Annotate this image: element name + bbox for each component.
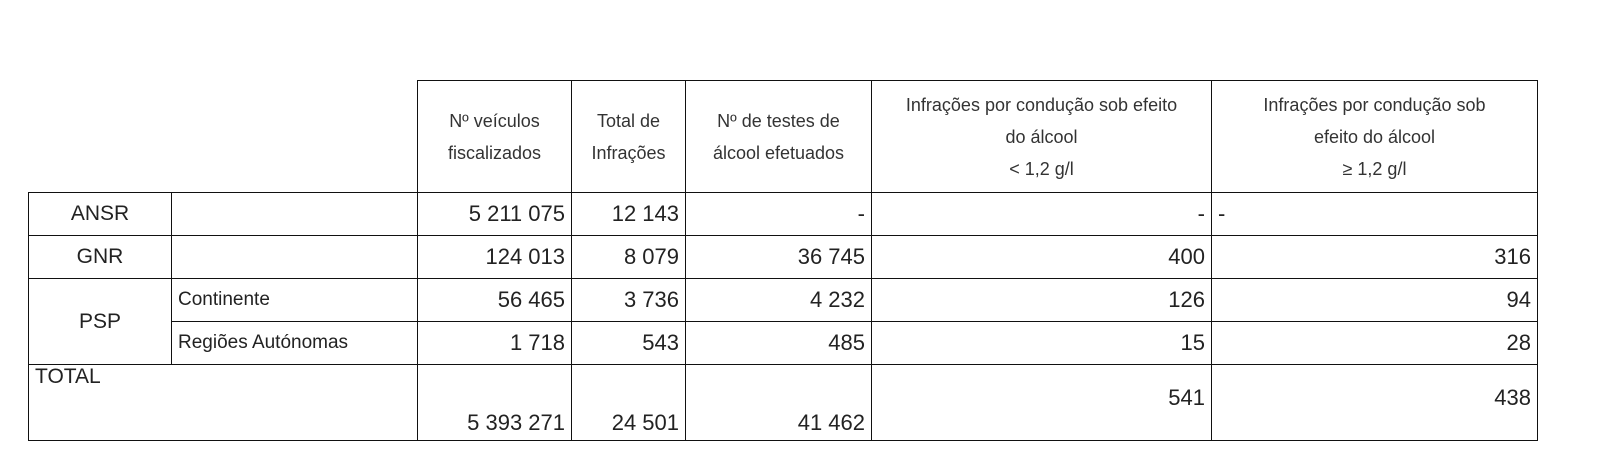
header-vehicles-line-1: Nº veículos [449, 110, 540, 131]
header-alcohol-low-line-3: < 1,2 g/l [1009, 158, 1074, 179]
table-row-total: TOTAL 5 393 271 24 501 41 462 541 438 [28, 364, 1538, 441]
gnr-alcohol-low: 400 [871, 235, 1212, 279]
statistics-table: Nº veículos fiscalizados Total de Infraç… [28, 80, 1538, 441]
table-row-psp-regioes: Regiões Autónomas 1 718 543 485 15 28 [29, 321, 1538, 365]
sub-empty-gnr [171, 235, 418, 279]
header-alcohol-high-line-1: Infrações por condução sob [1263, 94, 1486, 115]
header-alcohol-low-line-1: Infrações por condução sob efeito [905, 94, 1178, 115]
total-tests: 41 462 [685, 364, 872, 441]
entity-psp: PSP [28, 278, 172, 365]
gnr-tests: 36 745 [685, 235, 872, 279]
header-alcohol-low: Infrações por condução sob efeito do álc… [871, 80, 1212, 193]
entity-gnr: GNR [28, 235, 172, 279]
header-infractions-line-1: Total de [596, 110, 661, 131]
header-vehicles-line-2: fiscalizados [447, 142, 542, 163]
ansr-infractions: 12 143 [571, 192, 686, 236]
sub-continente: Continente [171, 278, 418, 322]
header-row: Nº veículos fiscalizados Total de Infraç… [28, 80, 1538, 193]
continente-infractions: 3 736 [571, 278, 686, 322]
ansr-alcohol-high: - [1211, 192, 1538, 236]
header-alcohol-high: Infrações por condução sob efeito do álc… [1211, 80, 1538, 193]
regioes-tests: 485 [685, 321, 872, 365]
header-alcohol-high-line-3: ≥ 1,2 g/l [1342, 158, 1407, 179]
regioes-infractions: 543 [571, 321, 686, 365]
continente-alcohol-high: 94 [1211, 278, 1538, 322]
total-alcohol-high: 438 [1211, 364, 1538, 441]
header-infractions: Total de Infrações [571, 80, 686, 193]
sub-regioes-autonomas: Regiões Autónomas [171, 321, 418, 365]
regioes-vehicles: 1 718 [417, 321, 572, 365]
entity-ansr: ANSR [28, 192, 172, 236]
header-tests: Nº de testes de álcool efetuados [685, 80, 872, 193]
header-infractions-line-2: Infrações [591, 142, 666, 163]
table-row-gnr: GNR 124 013 8 079 36 745 400 316 [28, 235, 1538, 279]
table-row-psp-continente: PSP Continente 56 465 3 736 4 232 126 94 [28, 278, 1538, 365]
ansr-tests: - [685, 192, 872, 236]
header-alcohol-high-line-2: efeito do álcool [1313, 126, 1436, 147]
header-blank-cell [28, 80, 418, 193]
header-tests-line-1: Nº de testes de [717, 110, 840, 131]
regioes-alcohol-low: 15 [871, 321, 1212, 365]
gnr-alcohol-high: 316 [1211, 235, 1538, 279]
sub-empty-ansr [171, 192, 418, 236]
ansr-vehicles: 5 211 075 [417, 192, 572, 236]
table-row-ansr: ANSR 5 211 075 12 143 - - - [28, 192, 1538, 236]
total-label: TOTAL [28, 364, 418, 441]
continente-vehicles: 56 465 [417, 278, 572, 322]
ansr-alcohol-low: - [871, 192, 1212, 236]
continente-tests: 4 232 [685, 278, 872, 322]
gnr-infractions: 8 079 [571, 235, 686, 279]
total-alcohol-low: 541 [871, 364, 1212, 441]
gnr-vehicles: 124 013 [417, 235, 572, 279]
continente-alcohol-low: 126 [871, 278, 1212, 322]
header-tests-line-2: álcool efetuados [712, 142, 845, 163]
header-alcohol-low-line-2: do álcool [1005, 126, 1078, 147]
total-vehicles: 5 393 271 [417, 364, 572, 441]
header-vehicles: Nº veículos fiscalizados [417, 80, 572, 193]
total-infractions: 24 501 [571, 364, 686, 441]
regioes-alcohol-high: 28 [1211, 321, 1538, 365]
